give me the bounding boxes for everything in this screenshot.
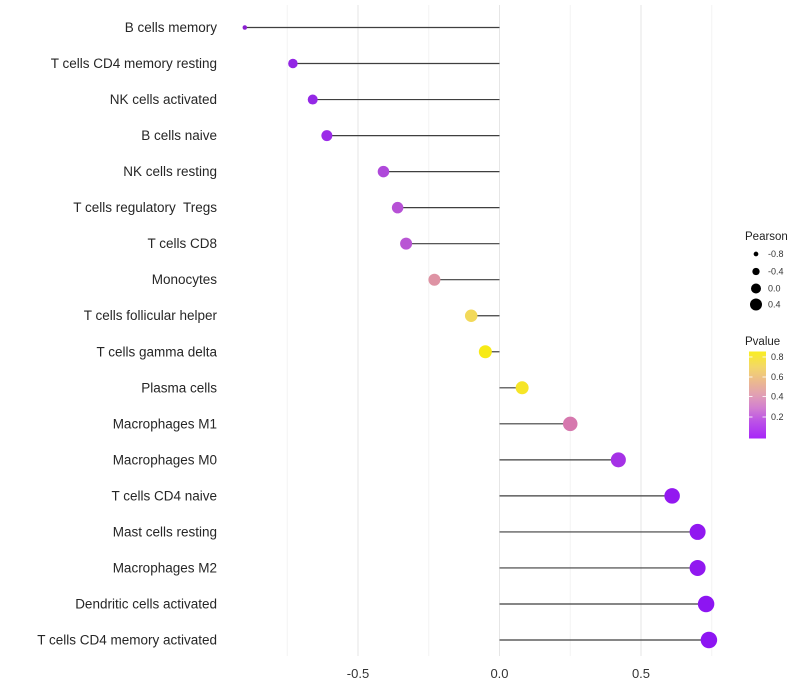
row-label: T cells CD8 xyxy=(147,236,217,251)
lollipop-dot xyxy=(689,559,706,576)
row-label: Macrophages M1 xyxy=(113,416,217,431)
row-label: Plasma cells xyxy=(141,380,217,395)
lollipop-row: B cells memory xyxy=(125,20,500,35)
pvalue-tick-label: 0.8 xyxy=(771,352,784,362)
row-label: T cells CD4 naive xyxy=(111,488,217,503)
gridlines xyxy=(286,5,713,656)
pearson-size-legend: -0.8 -0.4 0.0 0.4 xyxy=(750,249,784,311)
lollipop-dot xyxy=(700,631,718,649)
lollipop-row: Macrophages M1 xyxy=(113,416,578,431)
lollipop-dot xyxy=(515,381,529,395)
pearson-size-dot xyxy=(751,283,761,294)
pearson-size-label: -0.4 xyxy=(768,267,784,277)
row-label: T cells follicular helper xyxy=(84,308,218,323)
pearson-size-dot xyxy=(750,298,762,311)
lollipop-dot xyxy=(664,488,680,504)
lollipop-row: T cells regulatory Tregs xyxy=(73,200,500,215)
row-label: B cells memory xyxy=(125,20,218,35)
lollipop-dot xyxy=(400,237,413,250)
lollipop-dot xyxy=(464,309,478,322)
lollipop-row: T cells CD4 naive xyxy=(111,488,680,504)
pvalue-tick-label: 0.4 xyxy=(771,392,784,402)
row-label: T cells CD4 memory resting xyxy=(51,56,217,71)
lollipop-row: Monocytes xyxy=(152,272,500,287)
lollipop-dot xyxy=(689,523,706,540)
row-label: Mast cells resting xyxy=(113,524,217,539)
lollipop-row: T cells gamma delta xyxy=(96,344,500,359)
row-label: T cells gamma delta xyxy=(96,344,217,359)
legend: Pearson -0.8-0.40.00.4 Pvalue 0.80.60.40… xyxy=(745,231,788,439)
row-label: Macrophages M2 xyxy=(113,560,217,575)
lollipop-row: Mast cells resting xyxy=(113,523,706,540)
pearson-size-dot xyxy=(753,251,759,257)
row-label: B cells naive xyxy=(141,128,217,143)
pearson-size-label: -0.8 xyxy=(768,249,784,259)
lollipop-row: NK cells activated xyxy=(110,92,500,107)
lollipop-dot xyxy=(321,130,333,142)
pearson-size-label: 0.0 xyxy=(768,284,781,294)
row-label: Dendritic cells activated xyxy=(75,596,217,611)
lollipop-dot xyxy=(242,25,248,30)
lollipop-dot xyxy=(563,416,578,432)
row-label: NK cells activated xyxy=(110,92,217,107)
lollipop-row: B cells naive xyxy=(141,128,500,143)
x-tick-label: 0.0 xyxy=(490,666,508,681)
row-label: T cells CD4 memory activated xyxy=(37,633,217,648)
lollipop-row: T cells CD8 xyxy=(147,236,500,251)
lollipop-dot xyxy=(288,58,298,69)
pearson-size-dot xyxy=(752,267,760,276)
pearson-size-label: 0.4 xyxy=(768,300,781,310)
pvalue-legend-title: Pvalue xyxy=(745,336,780,348)
lollipop-row: Plasma cells xyxy=(141,380,529,395)
row-label: Monocytes xyxy=(152,272,218,287)
lollipop-dot xyxy=(307,94,318,105)
pvalue-tick-label: 0.2 xyxy=(771,412,784,422)
pearson-legend-title: Pearson xyxy=(745,231,788,243)
lollipop-row: Macrophages M0 xyxy=(113,452,626,468)
x-axis: -0.5 0.0 0.5 xyxy=(347,666,650,681)
lollipop-row: T cells CD4 memory activated xyxy=(37,631,718,649)
row-label: T cells regulatory Tregs xyxy=(73,200,217,215)
x-tick-label: 0.5 xyxy=(632,666,650,681)
lollipop-row: Dendritic cells activated xyxy=(75,595,715,613)
lollipop-row: NK cells resting xyxy=(123,164,500,179)
lollipop-dot xyxy=(377,165,390,178)
lollipop-rows: B cells memory T cells CD4 memory resting… xyxy=(37,20,718,649)
lollipop-dot xyxy=(478,345,492,359)
lollipop-dot xyxy=(391,201,404,214)
lollipop-row: T cells follicular helper xyxy=(84,308,500,323)
lollipop-dot xyxy=(697,595,715,613)
lollipop-dot xyxy=(610,452,626,468)
lollipop-row: T cells CD4 memory resting xyxy=(51,56,500,71)
pvalue-legend-ticks: 0.8 0.6 0.4 0.2 xyxy=(749,352,784,422)
x-tick-label: -0.5 xyxy=(347,666,369,681)
lollipop-row: Macrophages M2 xyxy=(113,559,706,576)
pvalue-tick-label: 0.6 xyxy=(771,372,784,382)
row-label: NK cells resting xyxy=(123,164,217,179)
lollipop-dot xyxy=(428,273,441,286)
pvalue-gradient-bar xyxy=(749,351,766,439)
row-label: Macrophages M0 xyxy=(113,452,217,467)
